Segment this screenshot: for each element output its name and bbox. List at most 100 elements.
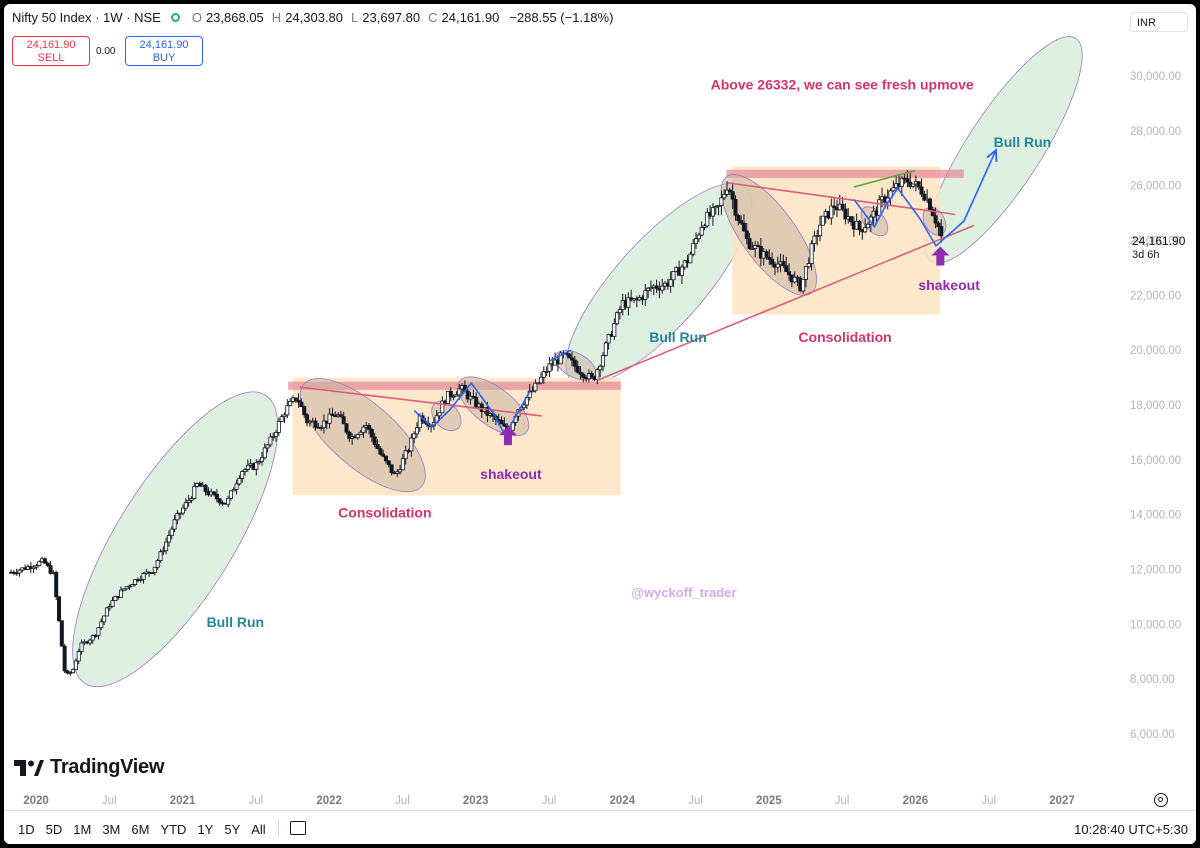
candle-body	[702, 225, 707, 228]
symbol-title[interactable]: Nifty 50 Index · 1W · NSE	[12, 10, 161, 25]
candle-body	[922, 193, 927, 201]
candle-body	[361, 426, 366, 433]
candle-body	[843, 208, 848, 220]
candle-body	[254, 462, 259, 470]
candle-body	[544, 371, 549, 373]
candle-body	[282, 414, 287, 418]
candle-body	[536, 382, 541, 385]
candle-body	[110, 600, 115, 607]
candle-body	[79, 642, 84, 652]
candle-body	[764, 251, 769, 258]
candle-body	[45, 562, 50, 566]
currency-selector[interactable]: INR	[1130, 12, 1188, 32]
range-1y[interactable]: 1Y	[197, 822, 214, 837]
candle-body	[240, 471, 245, 479]
candle-body	[107, 606, 112, 609]
bar-countdown: 3d 6h	[1132, 249, 1160, 261]
sell-button[interactable]: 24,161.90 SELL	[12, 36, 90, 66]
candle-body	[130, 584, 135, 587]
candle-body	[820, 215, 825, 226]
candle-body	[643, 290, 648, 300]
trendline	[727, 182, 956, 216]
low-value: 23,697.80	[362, 10, 421, 25]
candle-body	[313, 420, 318, 428]
time-tick-label: Jul	[981, 795, 996, 807]
range-1m[interactable]: 1M	[73, 822, 92, 837]
candle-body	[499, 419, 504, 425]
buy-button[interactable]: 24,161.90 BUY	[125, 36, 203, 66]
sell-label: SELL	[37, 52, 65, 64]
candle-body	[102, 615, 107, 623]
candle-body	[338, 414, 343, 418]
candle-body	[226, 497, 231, 505]
price-tick-label: 20,000.00	[1130, 345, 1181, 357]
candle-body	[589, 373, 594, 378]
time-axis[interactable]: 2020 Jul 2021 Jul 2022 Jul 2023 Jul 2024 Jul 2025 J…	[23, 795, 1075, 807]
bull-label: Bull Run	[649, 329, 707, 345]
candle-body	[739, 220, 744, 224]
time-tick-label: Jul	[249, 795, 264, 807]
consol-label: Consolidation	[338, 504, 431, 520]
change-value: −288.55 (−1.18%)	[509, 10, 614, 25]
settings-gear-icon[interactable]	[1154, 793, 1168, 807]
annotation-labels: Above 26332, we can see fresh upmove Bull…	[207, 77, 1052, 630]
time-tick-label: Jul	[688, 795, 703, 807]
candle-body	[603, 342, 608, 356]
watermark-label: @wyckoff_trader	[631, 585, 736, 600]
range-5d[interactable]: 5D	[45, 822, 63, 837]
candle-body	[919, 186, 924, 195]
candle-body	[741, 222, 746, 232]
range-3m[interactable]: 3M	[102, 822, 121, 837]
candle-body	[454, 394, 459, 397]
candle-body	[181, 507, 186, 514]
bull-label: Bull Run	[994, 134, 1052, 150]
candle-body	[936, 222, 941, 227]
buy-price: 24,161.90	[139, 39, 189, 51]
candle-body	[119, 589, 124, 598]
candle-body	[716, 205, 721, 207]
candle-body	[733, 198, 738, 216]
trendline	[548, 349, 572, 362]
candle-body	[570, 357, 575, 361]
candle-body	[747, 238, 752, 249]
candle-body	[189, 498, 194, 501]
time-tick-label: 2021	[170, 795, 196, 807]
shakeout-arrow-icon	[498, 426, 517, 446]
candle-body	[581, 373, 586, 379]
candle-body	[719, 197, 724, 206]
candle-body	[68, 672, 73, 675]
time-tick-label: Jul	[835, 795, 850, 807]
range-all[interactable]: All	[251, 822, 266, 837]
candle-body	[383, 455, 388, 462]
candle-body	[451, 395, 456, 398]
price-axis[interactable]: 6,000.00 8,000.00 10,000.00 12,000.00 14,000…	[1130, 71, 1181, 741]
candle-body	[285, 405, 290, 416]
candle-body	[668, 279, 673, 287]
range-1d[interactable]: 1D	[18, 822, 35, 837]
candle-body	[905, 178, 910, 183]
candle-body	[502, 423, 507, 427]
candle-body	[806, 263, 811, 268]
candle-body	[344, 423, 349, 433]
bull-label: Bull Run	[207, 614, 265, 630]
range-5y[interactable]: 5Y	[224, 822, 241, 837]
candle-body	[192, 485, 197, 499]
price-chart[interactable]: Above 26332, we can see fresh upmove Bull…	[4, 4, 1196, 810]
candle-body	[626, 297, 631, 308]
candle-body	[753, 245, 758, 249]
candle-body	[319, 427, 324, 429]
candle-body	[615, 312, 620, 325]
candle-body	[34, 565, 39, 568]
candle-body	[829, 205, 834, 219]
candle-body	[781, 261, 786, 267]
range-6m[interactable]: 6M	[131, 822, 150, 837]
candle-body	[522, 404, 527, 409]
candle-body	[124, 586, 129, 590]
candle-body	[293, 397, 298, 401]
calendar-icon[interactable]	[290, 821, 306, 835]
candle-body	[911, 183, 916, 187]
range-ytd[interactable]: YTD	[160, 822, 187, 837]
candle-body	[530, 390, 535, 393]
close-value: 24,161.90	[441, 10, 500, 25]
clock[interactable]: 10:28:40 UTC+5:30	[1074, 822, 1188, 837]
